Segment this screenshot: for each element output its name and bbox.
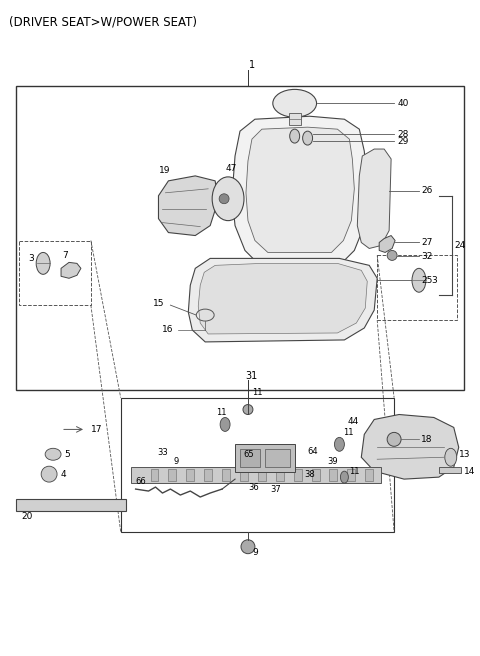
Bar [235, 444, 295, 472]
Text: 14: 14 [464, 466, 475, 476]
Polygon shape [357, 149, 391, 249]
Bar [258, 469, 266, 481]
Ellipse shape [243, 405, 253, 415]
Text: 65: 65 [243, 450, 253, 459]
Bar [16, 87, 464, 390]
Bar [265, 449, 290, 467]
Text: 37: 37 [270, 485, 281, 493]
Text: 3: 3 [28, 254, 34, 263]
Text: 29: 29 [397, 136, 408, 146]
Text: 9: 9 [173, 457, 179, 466]
Text: 24: 24 [455, 241, 466, 250]
Polygon shape [158, 176, 218, 236]
Text: 40: 40 [397, 99, 408, 108]
Bar [294, 469, 301, 481]
Ellipse shape [220, 417, 230, 432]
Bar [288, 113, 300, 125]
Text: 1: 1 [249, 60, 255, 70]
Polygon shape [379, 236, 395, 253]
Text: 19: 19 [158, 167, 170, 175]
Polygon shape [246, 127, 354, 253]
Text: 47: 47 [225, 165, 237, 173]
Bar [120, 398, 394, 532]
Ellipse shape [36, 253, 50, 274]
Text: 5: 5 [64, 450, 70, 459]
Text: 39: 39 [327, 457, 338, 466]
Bar [16, 499, 126, 511]
Bar [329, 469, 337, 481]
Ellipse shape [41, 466, 57, 482]
Ellipse shape [219, 194, 229, 204]
Ellipse shape [445, 448, 457, 466]
Bar [204, 469, 212, 481]
Ellipse shape [241, 540, 255, 554]
Bar [439, 467, 461, 473]
Text: 18: 18 [421, 435, 432, 444]
Text: 44: 44 [348, 417, 359, 426]
Text: 11: 11 [349, 466, 360, 476]
Ellipse shape [340, 471, 348, 483]
Bar [168, 469, 176, 481]
Bar [377, 255, 457, 320]
Ellipse shape [290, 129, 300, 143]
Text: 33: 33 [157, 448, 168, 457]
Text: 11: 11 [252, 388, 263, 397]
Text: 16: 16 [162, 325, 174, 335]
Bar [222, 469, 230, 481]
Text: 32: 32 [421, 252, 432, 261]
Text: 20: 20 [21, 512, 33, 522]
Bar [240, 469, 248, 481]
Text: 25: 25 [421, 276, 432, 285]
Bar [19, 241, 91, 305]
Ellipse shape [302, 131, 312, 145]
Bar [131, 467, 381, 483]
Text: 13: 13 [459, 450, 470, 459]
Ellipse shape [387, 251, 397, 260]
Polygon shape [61, 262, 81, 278]
Polygon shape [361, 415, 459, 479]
Text: 7: 7 [62, 251, 68, 260]
Bar [365, 469, 373, 481]
Text: 17: 17 [91, 425, 102, 434]
Text: 4: 4 [61, 470, 67, 479]
Text: 3: 3 [431, 276, 437, 285]
Ellipse shape [273, 89, 316, 117]
Polygon shape [232, 116, 367, 266]
Text: 9: 9 [252, 548, 258, 557]
Ellipse shape [387, 432, 401, 446]
Text: 27: 27 [421, 238, 432, 247]
Bar [186, 469, 194, 481]
Bar [151, 469, 158, 481]
Polygon shape [188, 258, 377, 342]
Ellipse shape [335, 438, 344, 451]
Text: 15: 15 [153, 298, 164, 308]
Text: 64: 64 [308, 447, 318, 456]
Ellipse shape [45, 448, 61, 461]
Text: 11: 11 [216, 408, 227, 417]
Text: 38: 38 [305, 470, 315, 479]
Text: (DRIVER SEAT>W/POWER SEAT): (DRIVER SEAT>W/POWER SEAT) [9, 16, 197, 29]
Bar [240, 449, 260, 467]
Text: 66: 66 [136, 477, 146, 485]
Text: 31: 31 [246, 371, 258, 380]
Text: 26: 26 [421, 186, 432, 195]
Text: 36: 36 [248, 483, 259, 491]
Polygon shape [198, 263, 367, 334]
Bar [276, 469, 284, 481]
Text: 28: 28 [397, 130, 408, 138]
Ellipse shape [412, 268, 426, 292]
Ellipse shape [212, 177, 244, 220]
Bar [312, 469, 320, 481]
Bar [348, 469, 355, 481]
Text: 11: 11 [343, 428, 354, 437]
